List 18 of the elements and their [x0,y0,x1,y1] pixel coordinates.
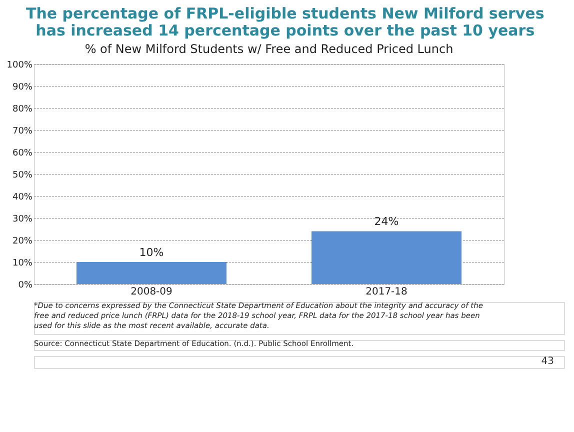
y-tick-label: 70% [12,126,33,136]
y-tick-label: 50% [12,170,33,180]
y-tick-label: 80% [12,104,33,114]
y-tick-label: 0% [18,280,33,290]
x-tick-label: 2017-18 [366,286,408,298]
y-tick-label: 60% [12,148,33,158]
text: 43 [541,356,554,367]
y-tick-label: 90% [12,82,33,92]
data-label: 24% [374,215,399,228]
chart-title: The percentage of FRPL-eligible students New Milford serves has increased 14 percentage points over the past 10 years [26,4,544,40]
y-tick-label: 30% [12,214,33,224]
y-tick-label: 40% [12,192,33,202]
y-tick-label: 20% [12,236,33,246]
y-tick-label: 10% [12,258,33,268]
y-tick-label: 100% [6,60,33,70]
data-label: 10% [139,246,164,259]
x-tick-label: 2008-09 [130,286,172,298]
chart-subtitle: % of New Milford Students w/ Free and Reduced Priced Lunch [84,42,454,56]
